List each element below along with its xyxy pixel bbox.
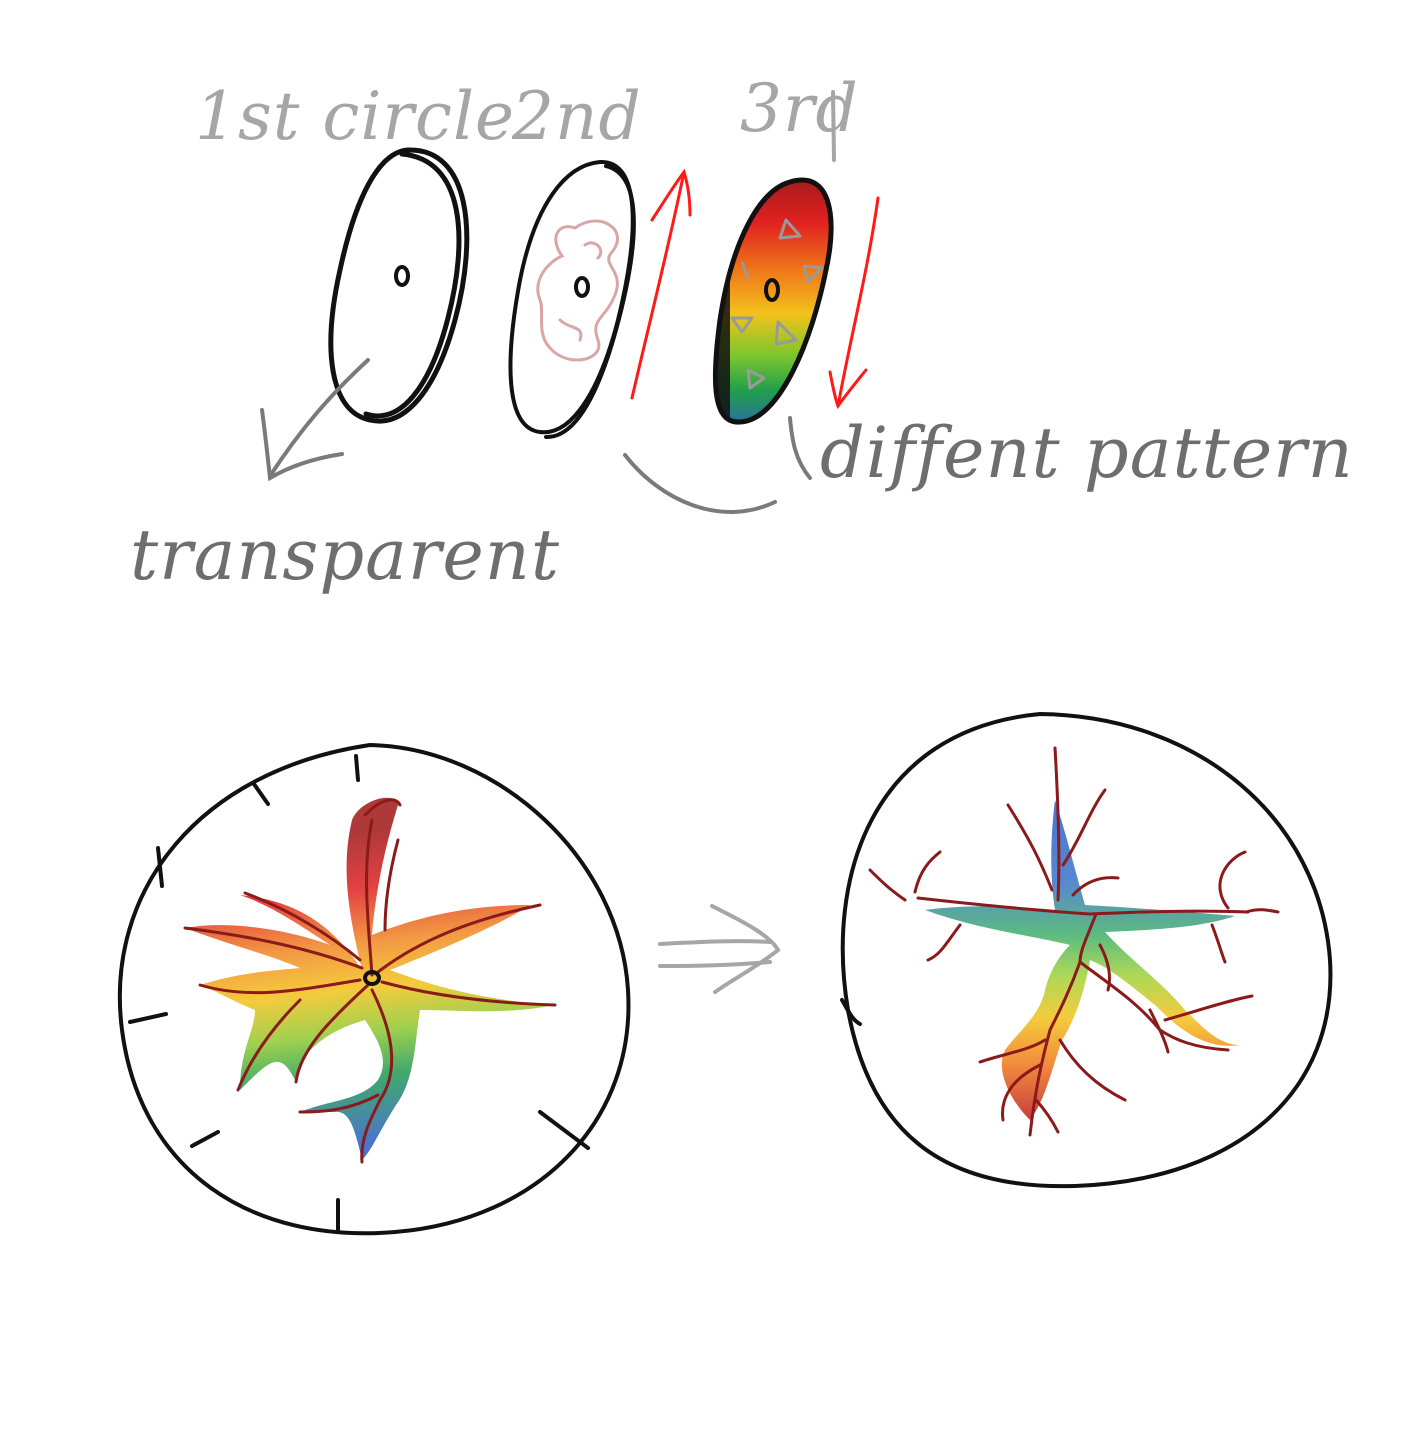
different-pattern-label: diffent pattern: [820, 412, 1354, 494]
right-big-circle: [840, 711, 1333, 1189]
left-star-pattern: [183, 797, 557, 1164]
left-big-circle: [117, 742, 631, 1236]
up-arrow-icon: [630, 168, 692, 400]
down-arrow-icon: [828, 196, 880, 410]
right-tree-pattern: [868, 746, 1280, 1137]
implies-arrow-icon: [658, 904, 781, 994]
first-circle: [328, 147, 470, 424]
third-circle: [712, 177, 834, 425]
second-circle-pattern: [536, 219, 619, 362]
first-circle-label: 1st circle: [195, 78, 516, 155]
annotation-strokes: [260, 90, 836, 514]
third-circle-label: 3rd: [740, 70, 859, 147]
second-circle: [508, 159, 636, 440]
transparent-label: transparent: [130, 514, 560, 596]
second-circle-label: 2nd: [512, 78, 642, 155]
